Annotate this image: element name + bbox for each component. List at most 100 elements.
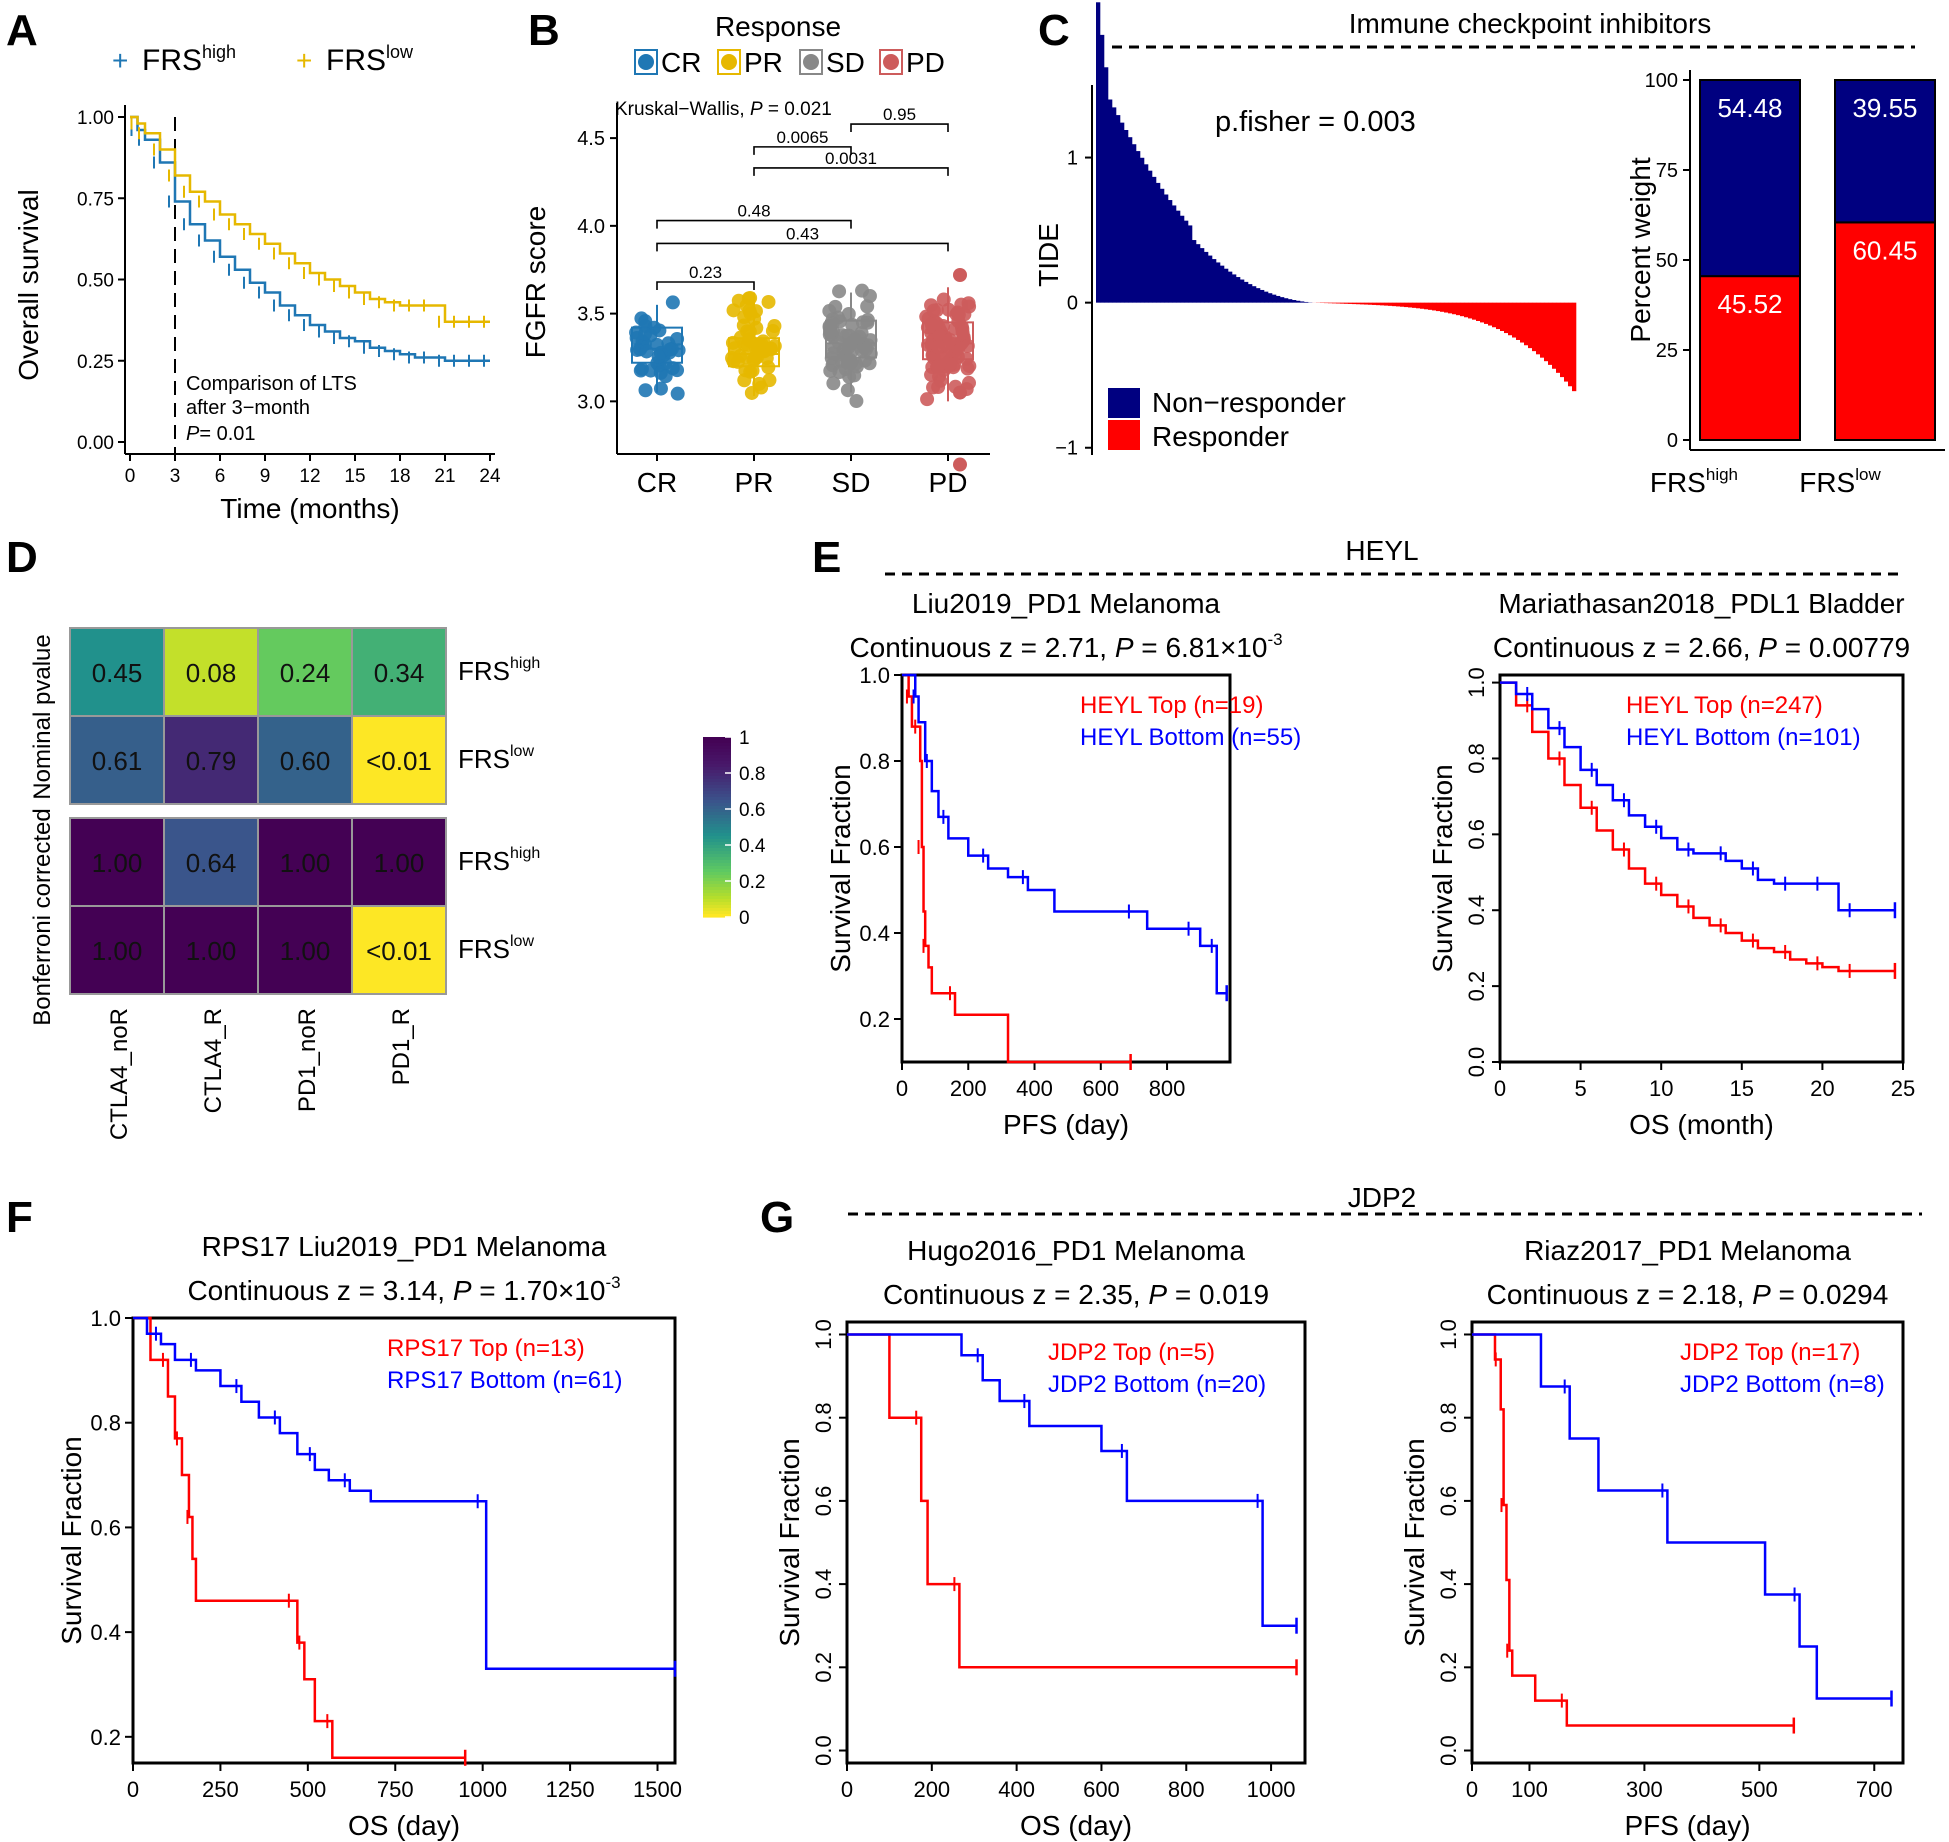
axis-a-y-tick-label: 0.25 — [77, 352, 114, 373]
km-panel-e1: Liu2019_PD1 Melanoma Continuous z = 2.71,… — [825, 588, 1301, 1140]
box-b-point — [852, 329, 867, 344]
waterfall-c-bar — [1512, 302, 1517, 338]
colorbar-d-segment — [703, 785, 731, 789]
km-subtitle: Continuous z = 3.14, P = 1.70×10-3 — [187, 1273, 620, 1306]
axis-a-y-tick-label: 0.50 — [77, 271, 114, 292]
km-series-1-line — [133, 1316, 675, 1671]
annotation-a: Comparison of LTS after 3−month P= 0.01 — [186, 373, 357, 445]
heatmap-d-cell-label: 0.79 — [186, 746, 237, 776]
waterfall-c-bar — [1388, 302, 1393, 306]
waterfall-c-bar — [1352, 302, 1357, 305]
comparison-b-label: 0.0031 — [825, 149, 877, 168]
km-legend-bottom: HEYL Bottom (n=55) — [1080, 724, 1301, 751]
heatmap-d-group-bonferroni: Bonferroni corrected — [29, 808, 56, 1025]
colorbar-d-segment — [703, 746, 731, 750]
km-title: Liu2019_PD1 Melanoma — [912, 588, 1221, 619]
box-b-point — [960, 361, 975, 376]
box-b-point — [752, 376, 767, 391]
km-subtitle: Continuous z = 2.18, P = 0.0294 — [1487, 1279, 1889, 1310]
colorbar-d-segment — [703, 914, 731, 918]
colorbar-d-segment — [703, 737, 731, 741]
km-y-tick-label: 0.4 — [90, 1620, 121, 1645]
chart-c2-category-high: FRShigh — [1650, 465, 1738, 498]
waterfall-c-bar — [1116, 115, 1121, 303]
axis-c2-y-tick-label: 25 — [1656, 340, 1678, 362]
chart-a-series-0-line — [130, 115, 490, 362]
waterfall-c-bar — [1164, 194, 1169, 303]
axis-c2-y-tick-label: 0 — [1667, 430, 1678, 452]
km-legend-top: JDP2 Top (n=17) — [1680, 1339, 1860, 1366]
axis-b-x-tick-label: SD — [832, 467, 871, 498]
waterfall-c-bar — [1244, 281, 1249, 303]
stacked-c2-responder-bar — [1699, 275, 1801, 441]
box-b-point — [931, 339, 946, 354]
annotation-a-line1: Comparison of LTS — [186, 373, 357, 395]
waterfall-c-bar — [1204, 251, 1209, 303]
box-b-point — [737, 373, 752, 388]
waterfall-c-bar — [1108, 99, 1113, 303]
panel-a-survival-chart: + FRShigh + FRSlow Overall survival Time… — [13, 42, 501, 524]
legend-b-swatch-box — [799, 49, 823, 75]
km-y-tick-label: 0.4 — [859, 921, 890, 946]
heatmap-d-cell-label: 1.00 — [280, 936, 331, 966]
colorbar-d-tick-label: 0.6 — [739, 800, 765, 821]
axis-b-y-tick-label: 4.0 — [577, 216, 605, 238]
heatmap-d-cell-label: 0.45 — [92, 658, 143, 688]
waterfall-c-bar — [1412, 302, 1417, 308]
km-y-tick-label: 0.0 — [811, 1735, 836, 1766]
km-x-tick-label: 800 — [1168, 1777, 1205, 1802]
waterfall-c-bar — [1444, 302, 1449, 313]
axis-a-x-tick-label: 6 — [215, 466, 226, 487]
legend-c-responder-label: Responder — [1152, 421, 1289, 452]
box-b-point — [854, 343, 869, 358]
colorbar-d-segment — [703, 767, 731, 771]
km-x-tick-label: 1000 — [458, 1777, 507, 1802]
colorbar-d-segment — [703, 908, 731, 912]
box-b-point — [953, 385, 967, 400]
box-b-point — [767, 339, 782, 354]
waterfall-c-bar — [1148, 170, 1153, 303]
legend-b: CR PR SD PD — [634, 47, 945, 78]
waterfall-c-bar — [1364, 302, 1369, 305]
km-y-tick-label: 0.2 — [1464, 971, 1489, 1002]
heatmap-d-cell-label: 1.00 — [92, 936, 143, 966]
km-x-tick-label: 1250 — [546, 1777, 595, 1802]
colorbar-d-segment — [703, 740, 731, 744]
axis-a-x-tick-label: 0 — [125, 466, 136, 487]
colorbar-d-segment — [703, 866, 731, 870]
chart-e-group-title: HEYL — [1345, 535, 1418, 566]
km-xlabel: OS (day) — [348, 1810, 460, 1841]
waterfall-c-bar — [1552, 302, 1557, 369]
km-y-tick-label: 0.8 — [811, 1402, 836, 1433]
km-x-tick-label: 200 — [950, 1076, 987, 1101]
km-legend-top: JDP2 Top (n=5) — [1048, 1339, 1215, 1366]
waterfall-c-bar — [1228, 271, 1233, 303]
panel-label-d: D — [6, 533, 38, 582]
km-y-tick-label: 0.6 — [859, 835, 890, 860]
km-x-tick-label: 0 — [896, 1076, 908, 1101]
box-b-point — [737, 310, 752, 325]
box-b-point — [638, 383, 653, 398]
panel-label-e: E — [812, 533, 841, 582]
heatmap-d-cell-label: 0.24 — [280, 658, 331, 688]
waterfall-c-bar — [1368, 302, 1373, 305]
waterfall-c-bar — [1288, 299, 1293, 303]
waterfall-c-bar — [1096, 2, 1101, 303]
axis-b-ylabel: FGFR score — [520, 206, 551, 358]
colorbar-d-segment — [703, 860, 731, 864]
km-xlabel: OS (day) — [1020, 1810, 1132, 1841]
comparison-b-label: 0.0065 — [777, 128, 829, 147]
axis-a-x-tick-label: 18 — [389, 466, 410, 487]
waterfall-c-bar — [1448, 302, 1453, 314]
km-y-tick-label: 0.6 — [1436, 1486, 1461, 1517]
stacked-c2-responder-label: 45.52 — [1717, 289, 1782, 319]
axis-b-x-tick-label: CR — [637, 467, 677, 498]
waterfall-c-bar — [1480, 302, 1485, 323]
waterfall-c-bar — [1404, 302, 1409, 308]
panel-e-heyl: HEYL Liu2019_PD1 Melanoma Continuous z = … — [825, 535, 1915, 1140]
waterfall-c-bar — [1160, 188, 1165, 303]
waterfall-c-bar — [1128, 137, 1133, 303]
waterfall-c-bar — [1124, 129, 1129, 303]
box-b-point — [962, 299, 977, 314]
waterfall-c-bar — [1488, 302, 1493, 326]
